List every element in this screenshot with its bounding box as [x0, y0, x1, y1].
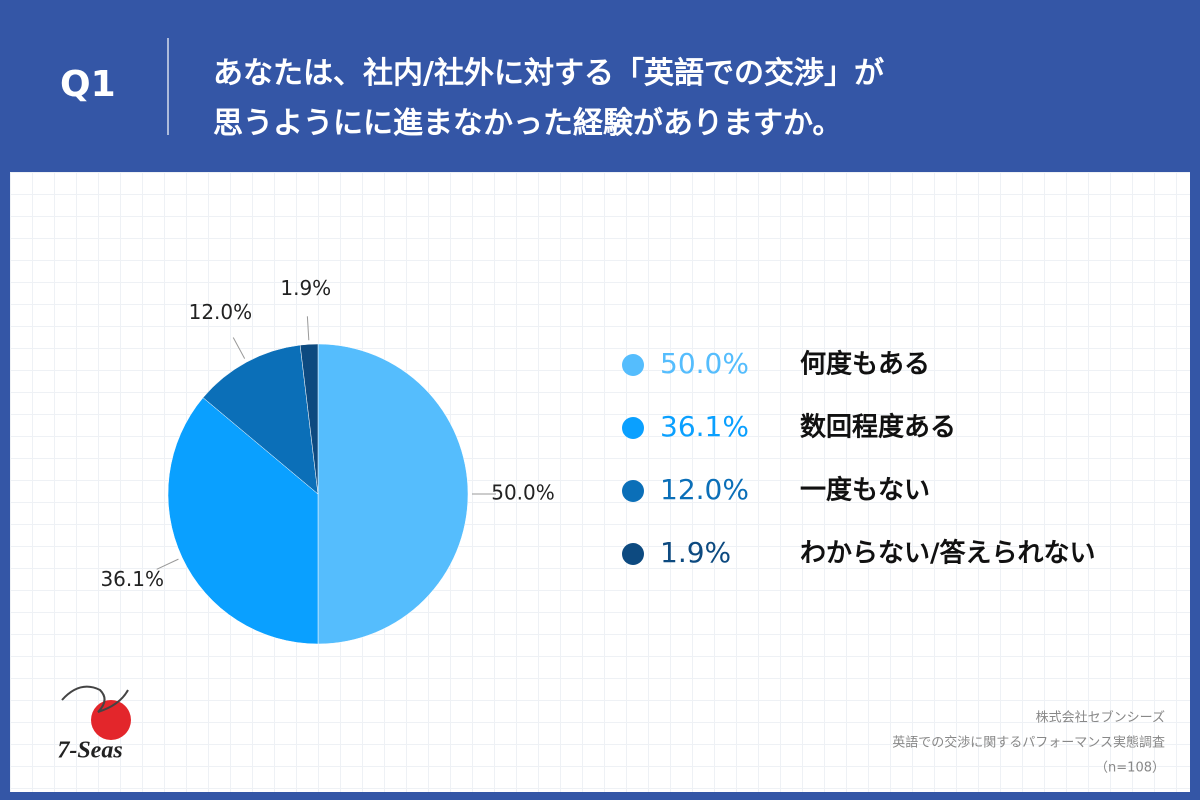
leader-line — [156, 558, 179, 570]
logo-wave — [61, 685, 129, 713]
legend-value: 1.9% — [660, 536, 731, 569]
leader-line — [232, 337, 246, 359]
pie-slice — [167, 397, 319, 645]
pie-slice — [202, 344, 319, 495]
logo-text: 7-Seas — [57, 738, 122, 764]
data-label: 50.0% — [491, 481, 555, 505]
legend-marker — [622, 480, 644, 502]
question-number: Q1 — [60, 64, 116, 105]
legend-marker — [622, 417, 644, 439]
pie-slice — [317, 343, 469, 645]
data-label: 12.0% — [189, 300, 253, 324]
legend-label: 何度もある — [800, 349, 930, 380]
data-label: 36.1% — [100, 567, 164, 591]
leader-line — [306, 316, 310, 341]
legend-label: わからない/答えられない — [800, 538, 1096, 569]
legend-marker — [622, 543, 644, 565]
legend-label: 数回程度ある — [800, 412, 956, 443]
data-label: 1.9% — [280, 276, 331, 300]
legend-value: 50.0% — [660, 347, 749, 380]
legend-marker — [622, 354, 644, 376]
legend-label: 一度もない — [800, 475, 930, 506]
source-text: 株式会社セブンシーズ — [1036, 710, 1165, 726]
source-text: 英語での交渉に関するパフォーマンス実態調査 — [892, 735, 1165, 751]
divider — [167, 38, 169, 135]
question-title: 思うようにに進まなかった経験がありますか。 — [213, 106, 843, 141]
pie-slice — [299, 343, 319, 495]
legend-value: 12.0% — [660, 473, 749, 506]
legend-value: 36.1% — [660, 410, 749, 443]
question-title: あなたは、社内/社外に対する「英語での交渉」が — [213, 56, 884, 91]
source-text: （n=108） — [1095, 761, 1165, 776]
